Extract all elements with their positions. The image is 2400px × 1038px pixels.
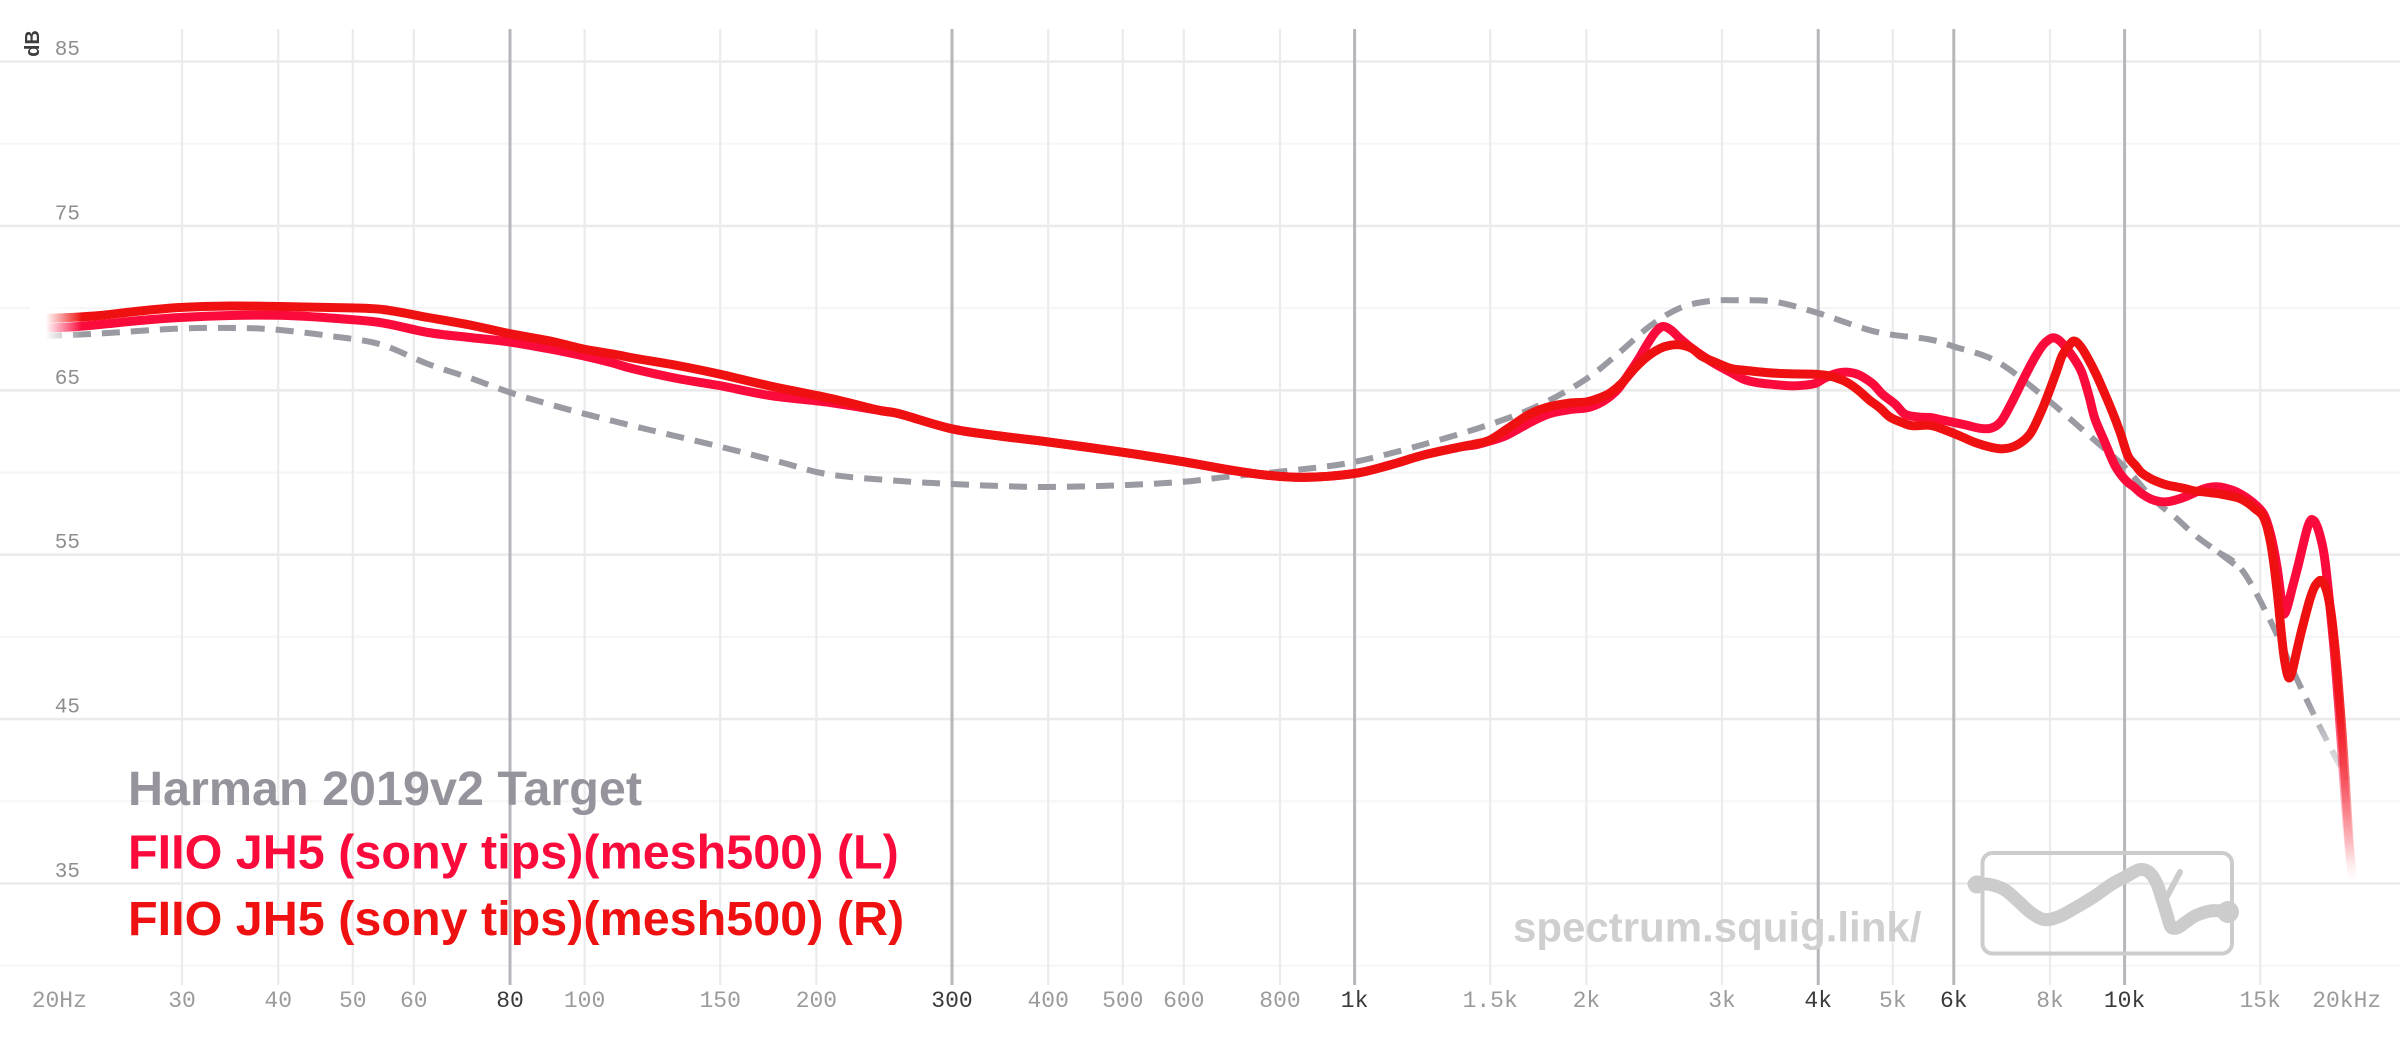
svg-text:dB: dB [22,30,44,57]
svg-text:20Hz: 20Hz [32,988,87,1014]
svg-text:800: 800 [1259,988,1300,1014]
svg-text:6k: 6k [1940,988,1968,1014]
svg-text:Harman 2019v2 Target: Harman 2019v2 Target [128,762,642,816]
svg-text:5k: 5k [1879,988,1907,1014]
svg-text:80: 80 [496,988,524,1014]
svg-text:55: 55 [55,532,80,555]
svg-text:FIIO JH5 (sony tips)(mesh500): FIIO JH5 (sony tips)(mesh500) (L) [128,826,899,880]
svg-text:spectrum.squig.link/: spectrum.squig.link/ [1513,904,1922,951]
svg-text:1.5k: 1.5k [1463,988,1518,1014]
svg-text:FIIO JH5 (sony tips)(mesh500): FIIO JH5 (sony tips)(mesh500) (R) [128,892,904,946]
svg-text:500: 500 [1102,988,1143,1014]
svg-text:3k: 3k [1708,988,1736,1014]
svg-text:300: 300 [931,988,972,1014]
svg-text:15k: 15k [2239,988,2280,1014]
svg-text:400: 400 [1027,988,1068,1014]
svg-text:20kHz: 20kHz [2312,988,2381,1014]
svg-text:2k: 2k [1573,988,1601,1014]
svg-text:65: 65 [55,368,80,391]
svg-text:150: 150 [699,988,740,1014]
svg-text:10k: 10k [2104,988,2145,1014]
svg-text:8k: 8k [2036,988,2064,1014]
svg-text:1k: 1k [1341,988,1369,1014]
svg-text:100: 100 [564,988,605,1014]
svg-text:75: 75 [55,203,80,226]
svg-text:600: 600 [1163,988,1204,1014]
svg-text:85: 85 [55,39,80,62]
svg-text:40: 40 [264,988,292,1014]
svg-text:60: 60 [400,988,428,1014]
svg-text:35: 35 [55,861,80,884]
svg-text:50: 50 [339,988,367,1014]
svg-text:45: 45 [55,697,80,720]
svg-text:30: 30 [168,988,196,1014]
svg-text:200: 200 [796,988,837,1014]
svg-text:4k: 4k [1804,988,1832,1014]
